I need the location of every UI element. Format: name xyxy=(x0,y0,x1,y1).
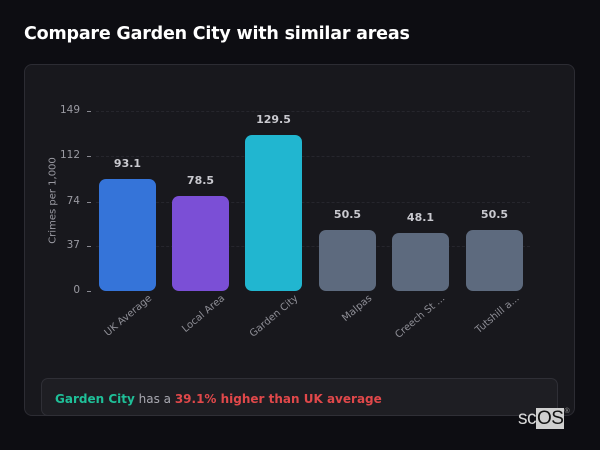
y-tick-mark xyxy=(87,155,91,157)
logo-text: sc xyxy=(518,408,537,429)
bar-value-label: 50.5 xyxy=(480,207,509,221)
logo-box: OS xyxy=(536,408,565,429)
y-tick-label: 0 xyxy=(73,284,80,296)
summary-stat: 39.1% higher than UK average xyxy=(174,392,382,406)
y-tick-mark xyxy=(87,111,91,112)
summary-text: Garden City has a 39.1% higher than UK a… xyxy=(55,392,382,406)
y-tick-label: 74 xyxy=(66,194,80,207)
bar-value-label: 93.1 xyxy=(113,156,142,170)
y-tick-label: 37 xyxy=(66,239,80,252)
gridline xyxy=(96,246,530,248)
summary-middle: has a xyxy=(134,392,175,406)
x-tick-label: UK Average xyxy=(102,293,155,339)
gridline xyxy=(96,155,530,157)
y-tick-mark xyxy=(87,201,91,203)
x-tick-label: Tutshill a... xyxy=(473,293,522,336)
bar-tutshill-a[interactable] xyxy=(466,229,523,291)
gridline xyxy=(96,201,530,203)
x-tick-label: Garden City xyxy=(247,293,301,340)
x-tick-label: Local Area xyxy=(180,293,228,335)
bar-malpas[interactable] xyxy=(319,229,376,291)
bar-value-label: 50.5 xyxy=(333,207,362,221)
summary-city: Garden City xyxy=(55,392,135,406)
logo-reg: ® xyxy=(564,408,570,415)
scos-logo: scOS® xyxy=(518,408,570,430)
page-title: Compare Garden City with similar areas xyxy=(24,24,410,44)
y-tick-mark xyxy=(87,246,91,248)
bar-creech-st[interactable] xyxy=(392,232,449,291)
summary-banner: Garden City has a 39.1% higher than UK a… xyxy=(41,378,558,416)
gridline xyxy=(96,111,530,112)
bar-local-area[interactable] xyxy=(172,196,229,291)
bar-value-label: 129.5 xyxy=(256,112,291,126)
bar-value-label: 48.1 xyxy=(406,210,435,224)
y-tick-label: 149 xyxy=(59,104,80,116)
bar-garden-city[interactable] xyxy=(245,134,302,291)
y-tick-label: 112 xyxy=(59,148,80,161)
bar-value-label: 78.5 xyxy=(186,174,215,188)
x-tick-label: Creech St ... xyxy=(393,293,448,341)
x-tick-label: Malpas xyxy=(340,293,375,325)
bar-uk-average[interactable] xyxy=(99,178,156,291)
y-tick-mark xyxy=(87,291,91,292)
